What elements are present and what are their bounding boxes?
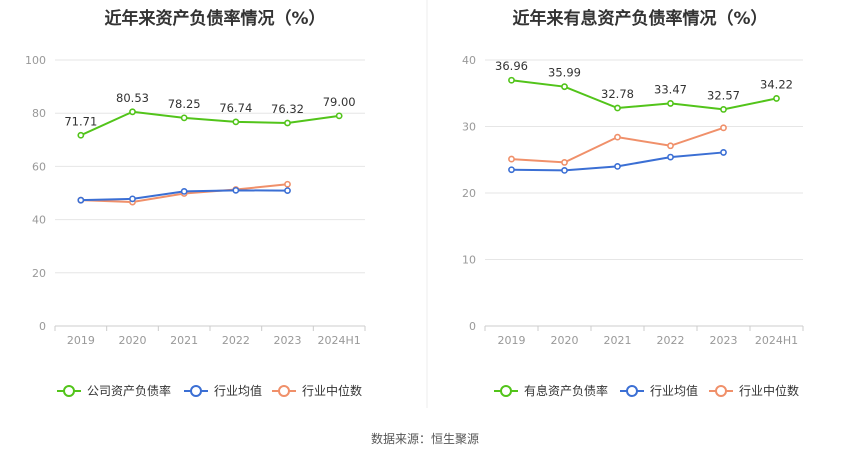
right-x-tick-label: 2020 bbox=[551, 334, 579, 347]
left-data-point bbox=[284, 187, 291, 195]
left-y-tick-label: 0 bbox=[39, 320, 46, 333]
left-data-point bbox=[77, 131, 85, 139]
data-source: 数据来源：恒生聚源 bbox=[370, 432, 479, 446]
left-legend-marker bbox=[278, 385, 290, 397]
right-y-tick-label: 40 bbox=[462, 54, 476, 67]
right-x-tick-label: 2019 bbox=[498, 334, 526, 347]
left-legend-marker bbox=[63, 385, 75, 397]
left-legend-label: 行业均值 bbox=[214, 383, 262, 398]
right-legend-label: 行业均值 bbox=[650, 383, 698, 398]
left-data-point bbox=[129, 195, 136, 203]
right-data-point bbox=[614, 162, 621, 170]
left-series-line bbox=[80, 110, 340, 137]
right-legend-label: 有息资产负债率 bbox=[524, 383, 608, 398]
left-data-label: 79.00 bbox=[323, 95, 356, 109]
right-x-tick-label: 2022 bbox=[657, 334, 685, 347]
left-y-tick-label: 20 bbox=[32, 267, 46, 280]
left-chart-title: 近年来资产负债率情况（%） bbox=[104, 9, 326, 29]
left-data-point bbox=[284, 180, 291, 188]
left-x-tick-label: 2024H1 bbox=[318, 334, 361, 347]
left-legend-marker bbox=[190, 385, 202, 397]
right-series-line bbox=[511, 79, 777, 111]
left-data-point bbox=[232, 118, 240, 126]
right-x-tick-label: 2021 bbox=[604, 334, 632, 347]
right-legend-marker bbox=[500, 385, 512, 397]
right-y-tick-label: 30 bbox=[462, 121, 476, 134]
right-x-tick-label: 2023 bbox=[710, 334, 738, 347]
right-data-point bbox=[561, 159, 568, 166]
left-data-label: 80.53 bbox=[116, 91, 149, 105]
left-data-point bbox=[284, 119, 291, 127]
right-y-tick-label: 10 bbox=[462, 254, 476, 267]
right-data-point bbox=[720, 149, 727, 156]
left-data-point bbox=[180, 188, 188, 195]
left-data-point bbox=[180, 114, 188, 122]
right-data-point bbox=[561, 83, 568, 91]
left-y-tick-label: 60 bbox=[32, 160, 46, 173]
right-series-line bbox=[511, 126, 724, 164]
left-x-tick-label: 2023 bbox=[274, 334, 302, 347]
right-data-point bbox=[720, 124, 727, 132]
left-data-point bbox=[232, 186, 240, 194]
left-y-tick-label: 100 bbox=[25, 54, 46, 67]
left-data-label: 78.25 bbox=[168, 97, 201, 111]
right-data-label: 32.57 bbox=[707, 88, 740, 102]
right-legend-marker bbox=[715, 385, 727, 397]
right-data-label: 35.99 bbox=[548, 66, 581, 80]
right-legend-label: 行业中位数 bbox=[739, 383, 799, 398]
left-y-tick-label: 40 bbox=[32, 214, 46, 227]
right-data-label: 36.96 bbox=[495, 59, 528, 73]
left-x-tick-label: 2020 bbox=[119, 334, 147, 347]
right-data-label: 34.22 bbox=[760, 77, 793, 91]
right-y-tick-label: 0 bbox=[469, 320, 476, 333]
left-y-tick-label: 80 bbox=[32, 107, 46, 120]
right-data-point bbox=[561, 166, 568, 174]
left-x-tick-label: 2021 bbox=[170, 334, 198, 347]
right-data-point bbox=[667, 142, 674, 150]
right-data-point bbox=[508, 155, 515, 163]
left-legend-label: 公司资产负债率 bbox=[87, 383, 171, 398]
right-data-label: 33.47 bbox=[654, 82, 687, 96]
right-data-point bbox=[614, 104, 621, 112]
right-y-tick-label: 20 bbox=[462, 187, 476, 200]
left-data-point bbox=[129, 108, 136, 116]
right-data-point bbox=[614, 133, 621, 141]
right-data-point bbox=[667, 153, 674, 161]
left-data-point bbox=[77, 196, 85, 204]
right-legend-marker bbox=[626, 385, 638, 397]
right-data-point bbox=[667, 100, 674, 107]
left-data-label: 76.32 bbox=[271, 102, 304, 116]
left-x-tick-label: 2022 bbox=[222, 334, 250, 347]
right-data-point bbox=[720, 106, 727, 113]
right-x-tick-label: 2024H1 bbox=[755, 334, 798, 347]
right-data-point bbox=[773, 95, 780, 102]
left-data-label: 76.74 bbox=[219, 101, 252, 115]
right-chart-title: 近年来有息资产负债率情况（%） bbox=[512, 9, 768, 29]
right-data-label: 32.78 bbox=[601, 87, 634, 101]
left-data-label: 71.71 bbox=[64, 114, 97, 128]
left-x-tick-label: 2019 bbox=[67, 334, 95, 347]
left-legend-label: 行业中位数 bbox=[302, 383, 362, 398]
right-data-point bbox=[508, 76, 515, 84]
left-data-point bbox=[335, 112, 343, 120]
right-data-point bbox=[508, 166, 515, 174]
